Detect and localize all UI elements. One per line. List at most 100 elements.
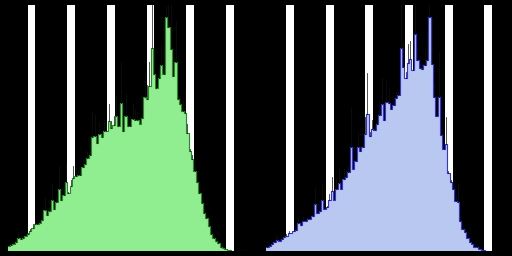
Bar (53, 209, 55, 251)
Bar (357, 147, 359, 251)
Bar (79, 175, 81, 251)
Bar (153, 74, 155, 251)
Bar (440, 135, 442, 251)
Bar (302, 221, 304, 251)
Bar (352, 169, 354, 251)
Bar (347, 173, 350, 251)
Bar (229, 250, 231, 251)
Bar (132, 119, 134, 251)
Bar (179, 104, 181, 251)
Bar (326, 207, 328, 251)
Bar (399, 48, 402, 251)
Bar (108, 121, 110, 251)
Bar (198, 193, 201, 251)
Bar (326, 5, 334, 251)
Bar (12, 244, 15, 251)
Bar (269, 246, 271, 251)
Bar (359, 151, 361, 251)
Bar (167, 27, 169, 251)
Bar (98, 134, 100, 251)
Bar (324, 209, 326, 251)
Bar (27, 234, 29, 251)
Bar (222, 248, 224, 251)
Bar (388, 103, 390, 251)
Bar (139, 124, 141, 251)
Bar (397, 95, 399, 251)
Bar (120, 103, 122, 251)
Bar (266, 247, 269, 251)
Bar (84, 164, 86, 251)
Bar (483, 250, 485, 251)
Bar (58, 189, 60, 251)
Bar (51, 200, 53, 251)
Bar (459, 221, 461, 251)
Bar (366, 114, 369, 251)
Bar (335, 189, 338, 251)
Bar (445, 144, 447, 251)
Bar (72, 178, 74, 251)
Bar (328, 200, 331, 251)
Bar (392, 105, 395, 251)
Bar (117, 126, 120, 251)
Bar (423, 65, 426, 251)
Bar (136, 120, 139, 251)
Bar (38, 223, 41, 251)
Bar (158, 78, 160, 251)
Bar (103, 131, 105, 251)
Bar (419, 68, 421, 251)
Bar (93, 135, 96, 251)
Bar (165, 17, 167, 251)
Bar (91, 136, 93, 251)
Bar (89, 155, 91, 251)
Bar (146, 99, 148, 251)
Bar (107, 5, 115, 251)
Bar (345, 177, 347, 251)
Bar (105, 131, 108, 251)
Bar (77, 175, 79, 251)
Bar (452, 188, 454, 251)
Bar (155, 88, 158, 251)
Bar (36, 224, 38, 251)
Bar (96, 143, 98, 251)
Bar (471, 244, 474, 251)
Bar (60, 200, 62, 251)
Bar (172, 76, 174, 251)
Bar (227, 250, 229, 251)
Bar (74, 176, 77, 251)
Bar (41, 220, 44, 251)
Bar (148, 86, 151, 251)
Bar (191, 159, 194, 251)
Bar (212, 238, 215, 251)
Bar (160, 65, 162, 251)
Bar (44, 210, 46, 251)
Bar (266, 5, 273, 251)
Bar (162, 74, 165, 251)
Bar (478, 249, 481, 251)
Bar (67, 193, 70, 251)
Bar (304, 221, 307, 251)
Bar (278, 241, 281, 251)
Bar (271, 244, 273, 251)
Bar (300, 225, 302, 251)
Bar (484, 5, 493, 251)
Bar (276, 240, 278, 251)
Bar (450, 183, 452, 251)
Bar (371, 129, 373, 251)
Bar (292, 231, 295, 251)
Bar (343, 179, 345, 251)
Bar (457, 202, 459, 251)
Bar (220, 247, 222, 251)
Bar (134, 120, 136, 251)
Bar (364, 134, 366, 251)
Bar (433, 97, 435, 251)
Bar (226, 5, 234, 251)
Bar (210, 233, 212, 251)
Bar (127, 126, 129, 251)
Bar (17, 238, 19, 251)
Bar (215, 241, 217, 251)
Bar (48, 211, 51, 251)
Bar (186, 133, 188, 251)
Bar (46, 215, 48, 251)
Bar (412, 70, 414, 251)
Bar (409, 59, 412, 251)
